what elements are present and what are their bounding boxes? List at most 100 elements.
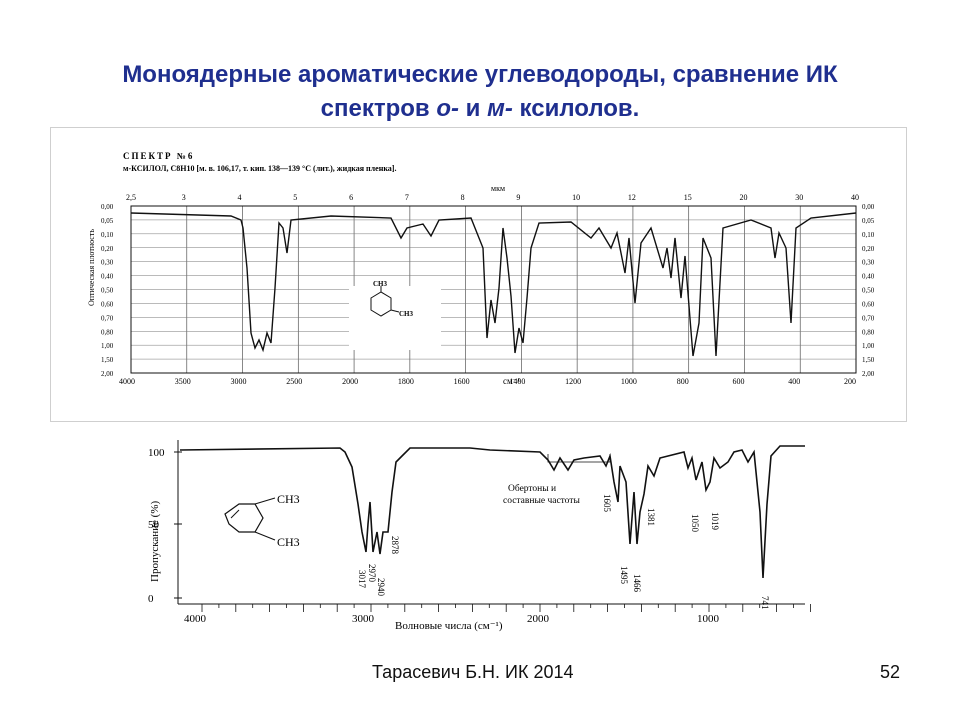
- top-ylabel: Оптическая плотность: [87, 229, 96, 306]
- top-y-tick-right: 0,40: [862, 273, 875, 281]
- title-line-2: спектров о- и м- ксилолов.: [320, 95, 640, 122]
- top-y-tick: 0,70: [101, 314, 114, 322]
- peak-label: 3017: [357, 570, 367, 589]
- bottom-ch3-a: CH3: [277, 492, 300, 506]
- top-y-tick-right: 0,05: [862, 217, 875, 225]
- top-micron-tick: 3: [182, 193, 186, 202]
- slide-title: Моноядерные ароматические углеводороды, …: [40, 58, 920, 126]
- top-y-tick-right: 0,20: [862, 245, 875, 253]
- overtone-bracket: [547, 454, 611, 463]
- top-y-tick: 2,00: [101, 370, 114, 378]
- top-micron-tick: 30: [795, 193, 803, 202]
- footer-author: Тарасевич Б.Н. ИК 2014: [372, 662, 574, 682]
- top-ch3-a: CH3: [373, 280, 388, 288]
- top-y-tick: 0,40: [101, 273, 114, 281]
- peak-label: 1381: [646, 508, 656, 526]
- peak-label: 1019: [710, 512, 720, 531]
- top-x-tick: 2500: [286, 377, 302, 386]
- peak-label: 2940: [376, 578, 386, 597]
- top-y-tick: 0,00: [101, 203, 114, 211]
- top-y-tick-right: 0,10: [862, 231, 875, 239]
- top-micron-tick: 12: [628, 193, 636, 202]
- peak-label: 1605: [602, 494, 612, 513]
- top-micron-tick: 2,5: [126, 193, 136, 202]
- top-y-tick-right: 0,50: [862, 287, 875, 295]
- bottom-y-ticks: 100 50 0: [148, 447, 182, 605]
- top-spectrum-header-2: м-КСИЛОЛ, C8H10 [м. в. 106,17, т. кип. 1…: [123, 164, 396, 173]
- bottom-x-tick: 4000: [184, 613, 207, 625]
- top-micron-tick: 6: [349, 193, 353, 202]
- top-micron-tick: 7: [405, 193, 409, 202]
- top-micron-tick: 4: [238, 193, 242, 202]
- top-y-tick-right: 0,30: [862, 259, 875, 267]
- top-x-tick: 1600: [454, 377, 470, 386]
- top-x-tick: 600: [732, 377, 744, 386]
- top-x-tick: 800: [677, 377, 689, 386]
- top-y-tick: 0,10: [101, 231, 114, 239]
- top-y-tick: 1,50: [101, 356, 114, 364]
- peak-label: 741: [760, 596, 770, 610]
- top-x-tick: 1000: [621, 377, 637, 386]
- top-x-tick: 1800: [398, 377, 414, 386]
- top-y-tick: 1,00: [101, 342, 114, 350]
- top-grid: [130, 205, 857, 374]
- top-y-tick-right: 1,00: [862, 342, 875, 350]
- top-unit-mkm: мкм: [491, 184, 505, 193]
- bottom-x-tick: 1000: [697, 613, 720, 625]
- top-micron-tick: 8: [461, 193, 465, 202]
- top-micron-tick: 9: [516, 193, 520, 202]
- bottom-xlabel: Волновые числа (см⁻¹): [395, 620, 503, 632]
- bottom-x-tick: 2000: [527, 613, 550, 625]
- top-micron-tick: 40: [851, 193, 859, 202]
- top-y-tick-right: 0,00: [862, 203, 875, 211]
- top-micron-tick: 20: [739, 193, 747, 202]
- bottom-y-tick: 100: [148, 447, 165, 459]
- bottom-ch3-b: CH3: [277, 535, 300, 549]
- peak-label: 1466: [632, 574, 642, 593]
- top-ch3-b: CH3: [399, 310, 414, 318]
- peak-label: 1495: [619, 566, 629, 585]
- bottom-spectrum-curve: [179, 445, 805, 579]
- top-spectrum-chart: СПЕКТР №6 м-КСИЛОЛ, C8H10 [м. в. 106,17,…: [87, 151, 875, 386]
- top-y-tick-right: 0,80: [862, 328, 875, 336]
- top-y-tick: 0,80: [101, 328, 114, 336]
- top-micron-tick: 5: [293, 193, 297, 202]
- top-x-tick: 1200: [565, 377, 581, 386]
- bottom-ylabel: Пропускание (%): [149, 500, 161, 582]
- top-y-tick: 0,60: [101, 300, 114, 308]
- top-x-ticks: 4000 3500 3000 2500 2000 1800 1600 1400 1200 1000…: [119, 377, 856, 386]
- top-y-tick-right: 0,60: [862, 300, 875, 308]
- top-x-tick: 3500: [175, 377, 191, 386]
- top-molecule: CH3 CH3: [349, 280, 441, 350]
- top-y-tick-right: 2,00: [862, 370, 875, 378]
- top-micron-tick: 10: [572, 193, 580, 202]
- top-spectrum-header-1: СПЕКТР №6: [123, 151, 194, 161]
- top-y-ticks: 0,00 0,00 0,05 0,05 0,10 0,10 0,20 0,20 0,30 0,30…: [101, 203, 875, 378]
- top-x-tick: 2000: [342, 377, 358, 386]
- bottom-molecule: CH3 CH3: [224, 492, 300, 549]
- top-x-tick: 400: [788, 377, 800, 386]
- title-line-1: Моноядерные ароматические углеводороды, …: [122, 61, 838, 88]
- bottom-x-ticks: 4000 3000 2000 1000: [184, 604, 811, 625]
- top-y-tick: 0,30: [101, 259, 114, 267]
- peak-label: 2970: [367, 564, 377, 583]
- top-y-tick-right: 1,50: [862, 356, 875, 364]
- top-y-tick: 0,05: [101, 217, 114, 225]
- top-y-tick-right: 0,70: [862, 314, 875, 322]
- top-spectrum-curve: [130, 212, 857, 357]
- top-micron-tick: 15: [684, 193, 692, 202]
- top-y-tick: 0,50: [101, 287, 114, 295]
- bottom-x-tick: 3000: [352, 613, 375, 625]
- peak-label: 2878: [390, 536, 400, 555]
- top-unit-cm: см⁻¹: [503, 376, 520, 386]
- top-x-tick: 200: [844, 377, 856, 386]
- overtone-label: Обертоны и составные частоты: [503, 483, 580, 506]
- top-micron-ticks: 2,5 3 4 5 6 7 8 9 10 12 15 20 30 40: [126, 193, 859, 202]
- top-x-tick: 4000: [119, 377, 135, 386]
- top-x-tick: 1400: [509, 377, 525, 386]
- bottom-y-tick: 50: [148, 519, 160, 531]
- page-number: 52: [880, 662, 901, 682]
- bottom-y-tick: 0: [148, 593, 154, 605]
